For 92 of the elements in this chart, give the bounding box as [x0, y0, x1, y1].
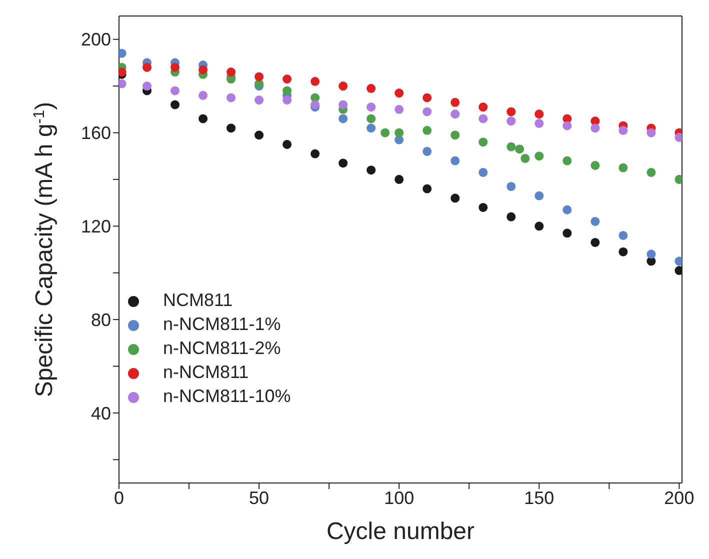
legend-label: n-NCM811-2% — [163, 338, 281, 358]
point — [254, 96, 264, 105]
point — [422, 93, 432, 102]
point — [506, 116, 516, 126]
point — [534, 118, 544, 128]
point — [478, 138, 488, 147]
point — [506, 142, 516, 152]
point — [422, 146, 432, 156]
point — [170, 100, 180, 110]
point — [310, 76, 320, 86]
point — [618, 163, 628, 172]
point — [282, 96, 292, 105]
point — [450, 98, 460, 107]
point — [450, 194, 460, 203]
point — [338, 100, 348, 110]
point — [198, 65, 208, 74]
point — [338, 82, 348, 91]
x-tick-label: 0 — [114, 488, 124, 508]
point — [226, 68, 236, 77]
point — [618, 247, 628, 256]
x-axis-title: Cycle number — [326, 518, 475, 545]
point — [338, 114, 348, 124]
point — [142, 82, 152, 91]
point — [506, 212, 516, 222]
point — [590, 160, 600, 170]
point — [590, 124, 600, 133]
point — [646, 250, 656, 259]
point — [506, 182, 516, 191]
y-tick-label: 200 — [80, 30, 111, 50]
point — [394, 104, 404, 114]
point — [478, 102, 488, 112]
point — [450, 110, 460, 119]
point — [170, 62, 180, 72]
point — [478, 168, 488, 177]
x-tick-label: 50 — [249, 488, 270, 508]
point — [618, 230, 628, 240]
point — [198, 114, 208, 124]
point — [282, 140, 292, 149]
point — [534, 110, 544, 119]
x-tick-label: 100 — [384, 488, 414, 508]
point — [394, 174, 404, 184]
y-tick-label: 40 — [90, 403, 111, 424]
y-tick-label: 120 — [80, 216, 111, 237]
point — [515, 144, 524, 154]
point — [380, 128, 390, 138]
y-tick-label: 160 — [80, 123, 111, 144]
legend-label: n-NCM811-10% — [163, 386, 291, 406]
point — [394, 128, 404, 138]
point — [562, 156, 572, 166]
point — [506, 107, 516, 116]
legend-label: n-NCM811 — [163, 362, 249, 382]
point — [422, 126, 432, 135]
point — [254, 130, 264, 140]
point — [478, 202, 488, 212]
legend-label: NCM811 — [163, 290, 233, 310]
point — [422, 107, 432, 116]
point — [534, 191, 544, 200]
point — [366, 124, 376, 133]
point — [282, 86, 292, 96]
point — [590, 216, 600, 226]
point — [366, 166, 376, 175]
point — [450, 130, 460, 140]
point — [450, 156, 460, 166]
point — [170, 86, 180, 96]
point — [226, 93, 236, 102]
point — [478, 114, 488, 124]
point — [534, 222, 544, 231]
point — [254, 72, 264, 82]
point — [534, 152, 544, 161]
point — [366, 114, 376, 124]
point — [562, 121, 572, 130]
legend-label: n-NCM811-1% — [163, 314, 281, 334]
point — [366, 102, 376, 112]
point — [226, 124, 236, 133]
point — [520, 154, 530, 163]
point — [338, 158, 348, 168]
point — [366, 84, 376, 93]
y-tick-label: 80 — [90, 310, 111, 330]
point — [562, 228, 572, 238]
point — [198, 90, 208, 100]
point — [422, 184, 432, 194]
x-tick-label: 150 — [524, 488, 554, 508]
point — [646, 128, 656, 138]
point — [394, 88, 404, 98]
point — [310, 149, 320, 158]
point — [282, 74, 292, 84]
point — [590, 238, 600, 247]
point — [646, 168, 656, 177]
point — [310, 100, 320, 110]
point — [562, 205, 572, 214]
point — [618, 126, 628, 135]
x-tick-label: 200 — [664, 488, 694, 508]
